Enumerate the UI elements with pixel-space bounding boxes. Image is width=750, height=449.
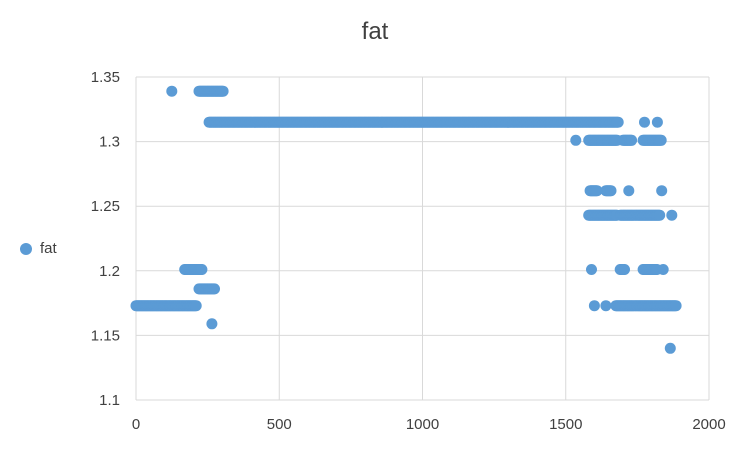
legend-marker bbox=[20, 242, 32, 255]
data-point bbox=[600, 300, 612, 312]
data-point bbox=[570, 134, 582, 146]
data-point bbox=[656, 185, 668, 197]
x-tick-label: 1500 bbox=[549, 416, 582, 433]
legend-label: fat bbox=[40, 240, 57, 257]
grid-lines bbox=[135, 76, 710, 401]
tick-labels: 1.1 1.15 1.2 1.25 1.3 1.35 0 500 1000 1500 2000 bbox=[91, 69, 726, 433]
data-point bbox=[586, 264, 597, 275]
x-tick-label: 500 bbox=[267, 416, 292, 433]
data-point bbox=[619, 264, 630, 275]
data-point bbox=[666, 209, 678, 221]
data-point bbox=[651, 116, 663, 128]
data-point bbox=[664, 342, 676, 354]
data-point bbox=[612, 116, 624, 128]
data-point bbox=[591, 185, 603, 197]
data-point bbox=[588, 300, 600, 312]
y-tick-label: 1.35 bbox=[91, 69, 120, 86]
data-point bbox=[670, 300, 682, 312]
data-points bbox=[130, 85, 682, 354]
y-tick-label: 1.25 bbox=[91, 198, 120, 215]
x-tick-label: 0 bbox=[132, 416, 140, 433]
data-point bbox=[209, 283, 220, 295]
y-tick-label: 1.2 bbox=[99, 263, 120, 280]
legend: fat bbox=[20, 240, 57, 257]
data-point bbox=[206, 318, 218, 330]
data-point bbox=[639, 116, 650, 128]
y-tick-label: 1.1 bbox=[99, 392, 120, 409]
y-tick-label: 1.3 bbox=[99, 134, 120, 151]
data-point bbox=[166, 85, 178, 97]
x-tick-label: 2000 bbox=[692, 416, 725, 433]
data-point bbox=[655, 134, 667, 146]
data-point bbox=[605, 185, 617, 197]
y-tick-label: 1.15 bbox=[91, 327, 120, 344]
data-point bbox=[623, 185, 635, 197]
data-point bbox=[626, 134, 638, 146]
x-tick-label: 1000 bbox=[406, 416, 439, 433]
chart-title: fat bbox=[361, 18, 389, 45]
data-point bbox=[217, 85, 229, 97]
data-point bbox=[190, 300, 202, 312]
data-point bbox=[657, 264, 669, 275]
data-point bbox=[196, 264, 208, 275]
data-point bbox=[654, 209, 666, 221]
